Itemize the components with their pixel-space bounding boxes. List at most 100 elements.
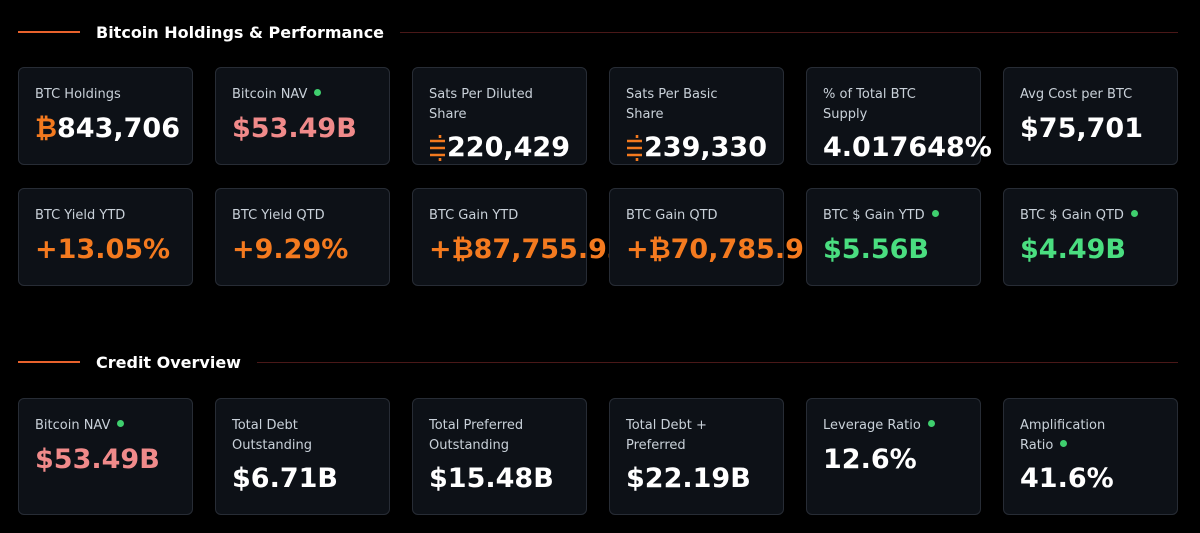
metric-value: +₿87,755.93 <box>429 234 626 266</box>
metric-value-text: $5.56B <box>823 233 929 265</box>
metric-value: $6.71B <box>232 463 373 495</box>
metric-label: BTC Gain YTD <box>429 206 570 226</box>
metric-value-text: +9.29% <box>232 233 349 265</box>
metric-value-text: $75,701 <box>1020 112 1143 144</box>
metric-value-text: 4.017648% <box>823 132 992 163</box>
metric-value: 41.6% <box>1020 463 1161 495</box>
metric-label: Sats Per Basic Share <box>626 85 767 124</box>
metric-label: Amplification Ratio <box>1020 416 1161 455</box>
btc-symbol: ₿ <box>35 112 58 144</box>
metric-label-text: % of Total BTC Supply <box>823 87 916 122</box>
metric-label: % of Total BTC Supply <box>823 85 964 124</box>
metric-label: BTC $ Gain YTD <box>823 206 964 226</box>
metric-value-text: 220,429 <box>447 132 570 163</box>
metric-label: Avg Cost per BTC <box>1020 85 1161 105</box>
metric-value-text: +₿87,755.93 <box>429 233 626 265</box>
metric-card: BTC Gain QTD +₿70,785.9 <box>609 188 804 286</box>
metric-label-text: BTC Gain QTD <box>626 208 718 223</box>
metric-value-text: $22.19B <box>626 463 751 494</box>
metric-label: Bitcoin NAV <box>35 416 176 436</box>
metric-card: Total Debt Outstanding $6.71B <box>215 398 390 515</box>
metric-label: Sats Per Diluted Share <box>429 85 570 124</box>
metric-card: Amplification Ratio 41.6% <box>1003 398 1178 515</box>
metric-label-text: BTC Yield QTD <box>232 208 325 223</box>
metric-label-text: Total Debt + Preferred <box>626 418 707 453</box>
status-dot <box>927 420 935 427</box>
metric-value: $22.19B <box>626 463 767 495</box>
metric-value-text: 239,330 <box>644 132 767 163</box>
metric-value-text: $53.49B <box>232 112 357 144</box>
metric-label: BTC Yield QTD <box>232 206 373 226</box>
metric-value-text: +₿70,785.9 <box>626 233 804 265</box>
metric-value-text: 12.6% <box>823 443 917 475</box>
card-grid: BTC Holdings ₿843,706 Bitcoin NAV $53.49B Sa… <box>18 67 1178 286</box>
metric-label-text: BTC Yield YTD <box>35 208 126 223</box>
metric-card: Sats Per Diluted Share 220,429 <box>412 67 587 165</box>
metric-value: $15.48B <box>429 463 570 495</box>
metric-card: BTC Yield YTD +13.05% <box>18 188 193 286</box>
metric-value: ₿843,706 <box>35 113 180 145</box>
metric-card: % of Total BTC Supply 4.017648% <box>806 67 992 165</box>
metric-value: $53.49B <box>35 444 176 476</box>
metric-value: $5.56B <box>823 234 964 266</box>
metric-card: Leverage Ratio 12.6% <box>806 398 981 515</box>
metric-label-text: BTC $ Gain QTD <box>1020 208 1124 223</box>
metric-card: BTC $ Gain QTD $4.49B <box>1003 188 1178 286</box>
metric-label-text: Total Preferred Outstanding <box>429 418 524 453</box>
sats-icon <box>627 135 643 161</box>
metric-label: Total Debt Outstanding <box>232 416 373 455</box>
metric-card: Bitcoin NAV $53.49B <box>215 67 390 165</box>
section-title: Credit Overview <box>96 352 241 372</box>
divider-line <box>256 361 1178 363</box>
metric-label-text: BTC $ Gain YTD <box>823 208 925 223</box>
metric-label-text: BTC Gain YTD <box>429 208 519 223</box>
metric-card: BTC Yield QTD +9.29% <box>215 188 390 286</box>
metric-label-text: Avg Cost per BTC <box>1020 87 1133 102</box>
metric-value: $4.49B <box>1020 234 1161 266</box>
accent-line <box>18 361 80 363</box>
status-dot <box>314 89 322 96</box>
metric-value-text: 41.6% <box>1020 463 1114 494</box>
metric-label: Bitcoin NAV <box>232 85 373 105</box>
metric-label: BTC Holdings <box>35 85 176 105</box>
metric-label-text: Leverage Ratio <box>823 418 921 433</box>
metric-label-text: Sats Per Basic Share <box>626 87 718 122</box>
divider-line <box>400 31 1178 33</box>
metric-label: BTC $ Gain QTD <box>1020 206 1161 226</box>
metric-value: +₿70,785.9 <box>626 234 804 266</box>
metric-label: Total Debt + Preferred <box>626 416 767 455</box>
metric-value-text: $53.49B <box>35 443 160 475</box>
status-dot <box>1130 210 1138 217</box>
metric-value-text: ₿843,706 <box>35 112 180 144</box>
metric-value-text: $15.48B <box>429 463 554 494</box>
metric-value: $75,701 <box>1020 113 1161 145</box>
metric-value: +9.29% <box>232 234 373 266</box>
metric-label-text: BTC Holdings <box>35 87 121 102</box>
metric-value: 239,330 <box>626 132 767 164</box>
metric-label: Leverage Ratio <box>823 416 964 436</box>
metric-card: Total Debt + Preferred $22.19B <box>609 398 784 515</box>
section-header: Credit Overview <box>18 350 1178 374</box>
section-title: Bitcoin Holdings & Performance <box>96 22 385 42</box>
status-dot <box>117 420 125 427</box>
metric-value: +13.05% <box>35 234 176 266</box>
metric-label-text: Total Debt Outstanding <box>232 418 312 453</box>
metric-card: Bitcoin NAV $53.49B <box>18 398 193 515</box>
section-header: Bitcoin Holdings & Performance <box>18 20 1178 44</box>
metric-label-text: Bitcoin NAV <box>232 87 308 102</box>
accent-line <box>18 31 80 33</box>
metric-card: Total Preferred Outstanding $15.48B <box>412 398 587 515</box>
metric-value-text: $4.49B <box>1020 233 1126 265</box>
card-grid: Bitcoin NAV $53.49B Total Debt Outstanding… <box>18 398 1178 515</box>
status-dot <box>1060 439 1068 447</box>
metric-card: Avg Cost per BTC $75,701 <box>1003 67 1178 165</box>
metric-value: 12.6% <box>823 444 964 476</box>
status-dot <box>931 210 939 217</box>
metric-label: Total Preferred Outstanding <box>429 416 570 455</box>
metric-value: 220,429 <box>429 132 570 164</box>
metric-card: BTC Gain YTD +₿87,755.93 <box>412 188 626 286</box>
metric-label: BTC Yield YTD <box>35 206 176 226</box>
metric-card: BTC $ Gain YTD $5.56B <box>806 188 981 286</box>
metric-label-text: Amplification Ratio <box>1020 418 1106 453</box>
